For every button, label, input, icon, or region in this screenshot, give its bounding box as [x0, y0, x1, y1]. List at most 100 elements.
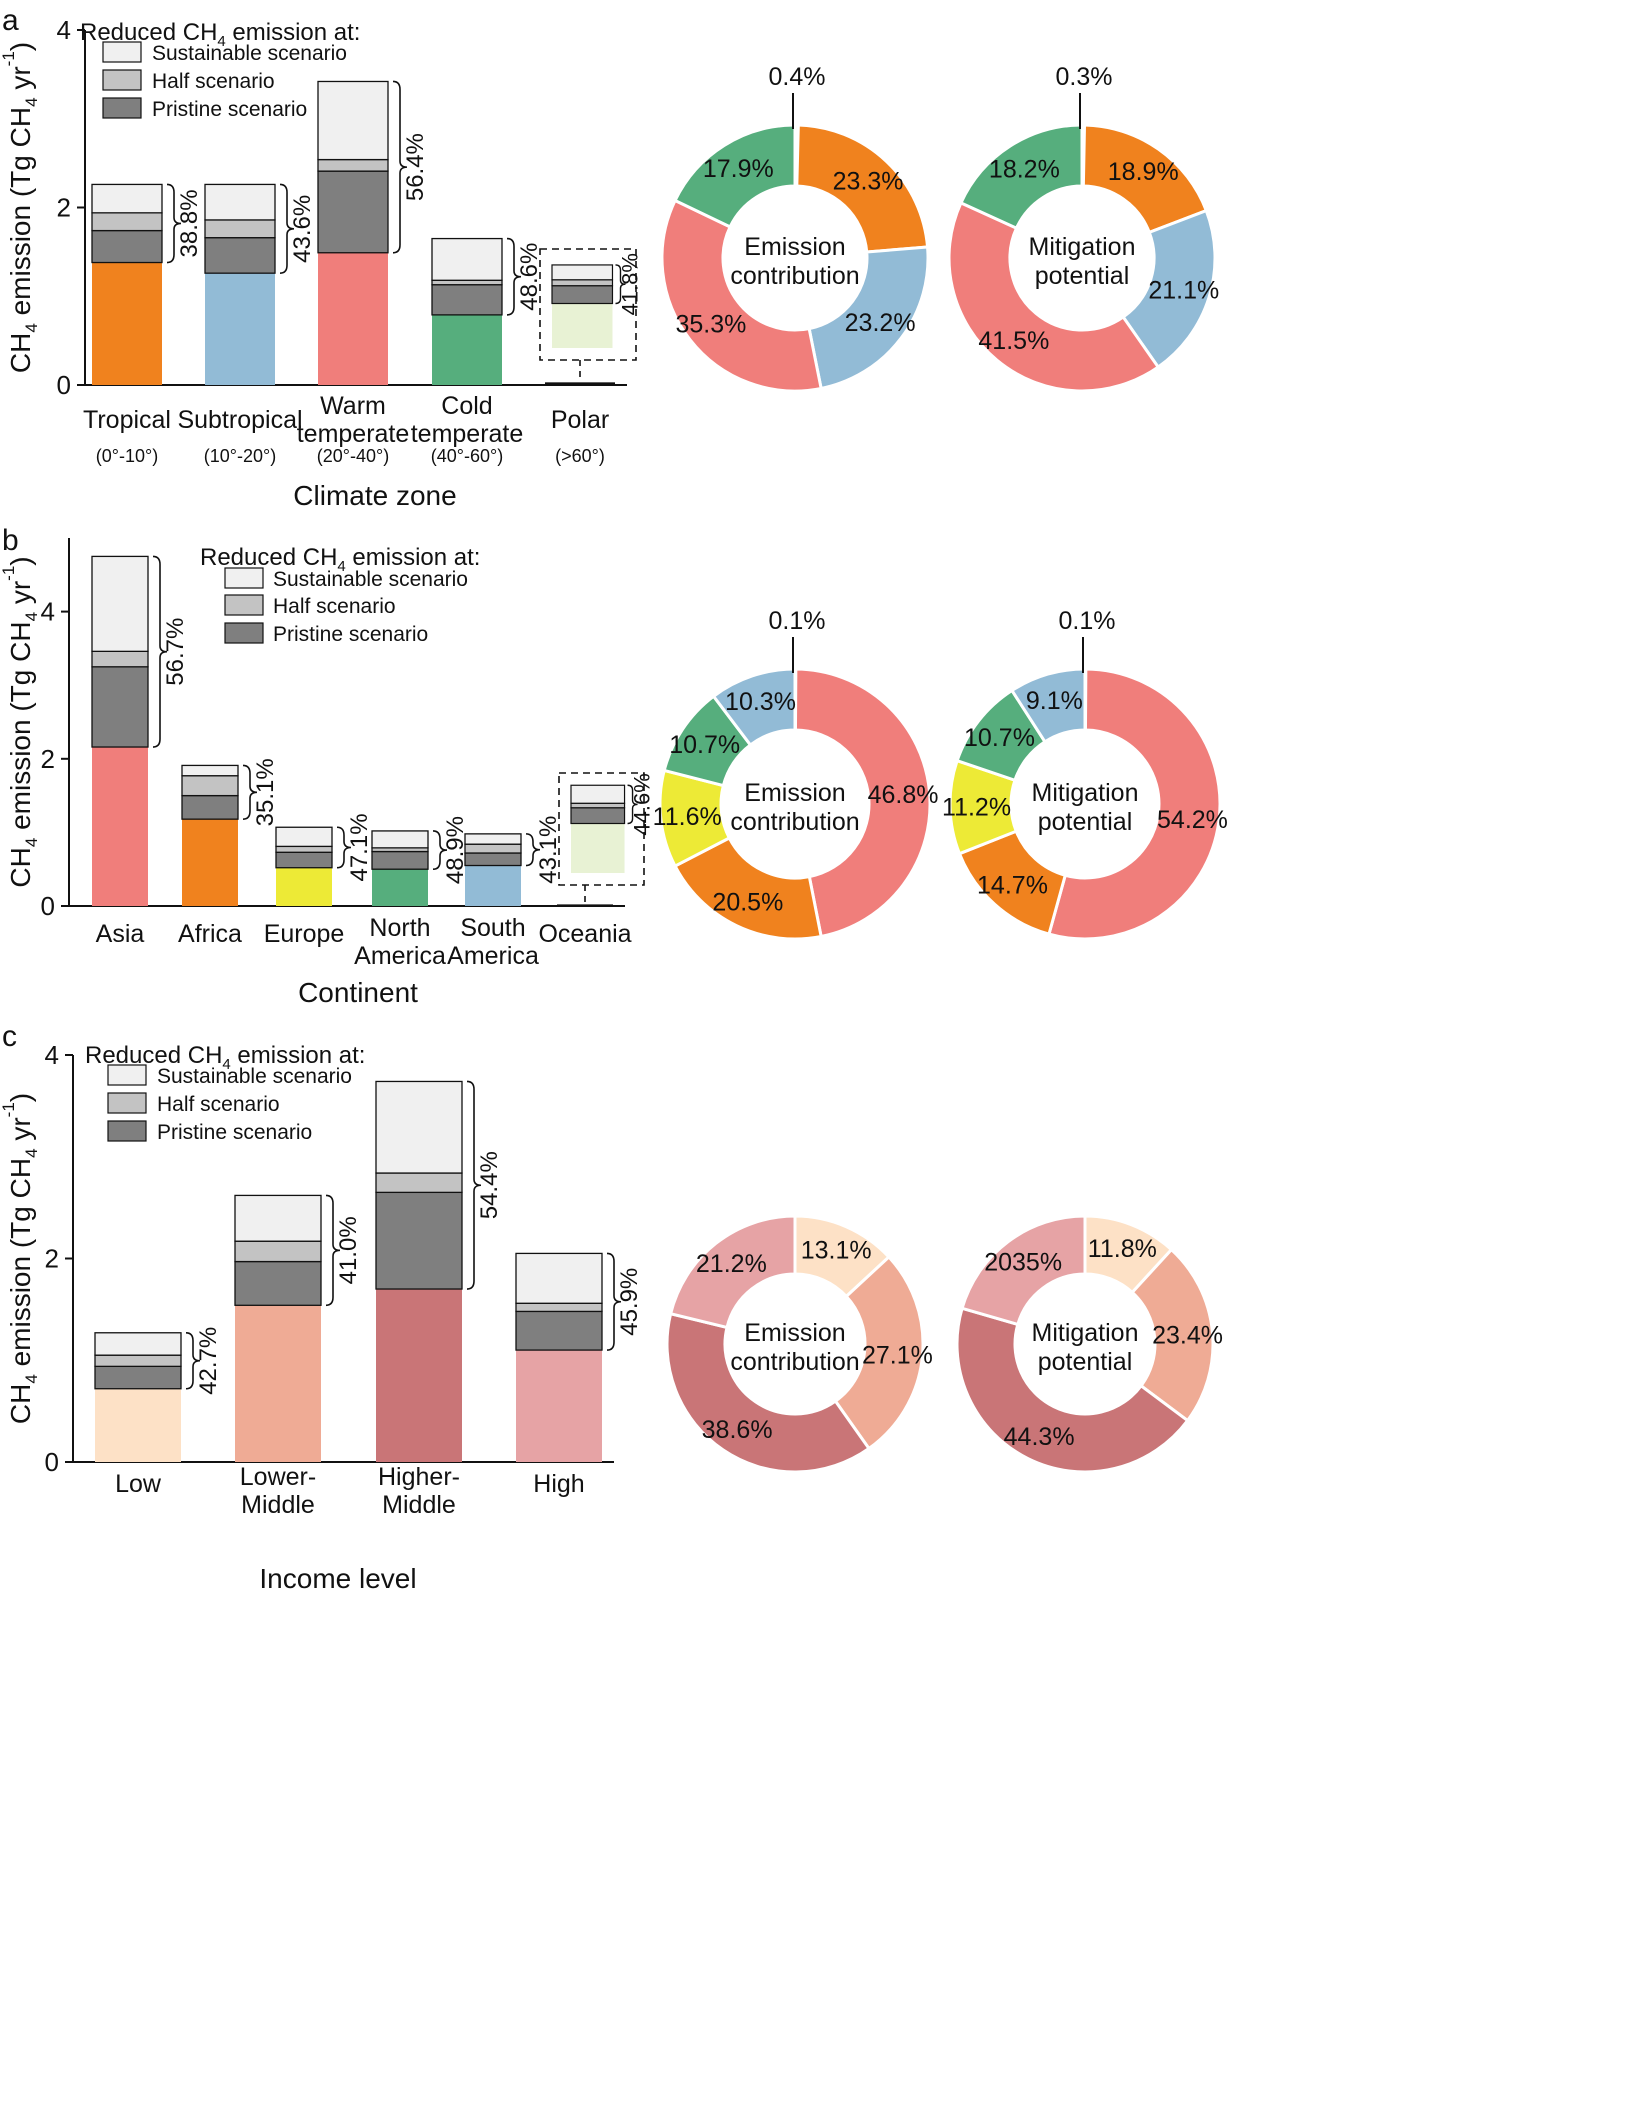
- legend: Reduced CH4 emission at:Sustainable scen…: [80, 19, 360, 121]
- donut-slice: [833, 1254, 925, 1451]
- legend-label: Half scenario: [273, 595, 396, 618]
- bar-layer-sustainable: [91, 183, 163, 214]
- bar-group-higher-middle: 54.4% Higher-Middle: [375, 1080, 503, 1519]
- bar-base: [205, 273, 275, 385]
- x-axis-label: Continent: [298, 977, 418, 1008]
- donut-slice: [807, 245, 930, 391]
- bar-layer-half: [515, 1302, 603, 1313]
- legend-swatch-pristine: [107, 1120, 147, 1142]
- bar-percent-label: 56.7%: [162, 618, 189, 686]
- y-tick-label: 4: [41, 597, 55, 627]
- x-category-label: Low: [115, 1470, 162, 1498]
- donut-slice: [711, 667, 797, 748]
- donut-center-title: contribution: [730, 262, 859, 290]
- y-axis-label-part: yr: [5, 66, 36, 97]
- y-axis-label-part: -1: [0, 566, 18, 581]
- legend-title-sub: 4: [217, 33, 225, 50]
- bar-group-tropical: 38.8% Tropical (0°-10°): [83, 183, 203, 466]
- legend-title: Reduced CH4 emission at:: [80, 19, 360, 50]
- panel-letter: b: [2, 524, 19, 557]
- donut-slice: [660, 198, 823, 393]
- y-axis-label-part: -1: [0, 51, 18, 66]
- inset-box: [558, 772, 645, 886]
- bar-group-africa: 35.1% Africa: [178, 758, 279, 948]
- bar-layer-pristine: [91, 229, 163, 264]
- donut-slice-label: 41.5%: [978, 327, 1049, 355]
- bar-layer-half: [317, 158, 389, 172]
- x-category-label: America: [354, 942, 446, 970]
- legend-label: Sustainable scenario: [152, 42, 347, 65]
- donut-slice: [1009, 667, 1087, 744]
- legend-swatch-sustainable: [224, 567, 264, 589]
- donut-slice: [958, 123, 1084, 231]
- y-axis-label-part: ): [5, 556, 36, 565]
- y-axis-label-part: ): [5, 42, 36, 51]
- x-category-label: Asia: [96, 920, 145, 948]
- bar-layer-pristine: [317, 170, 389, 254]
- y-axis-label-part: CH: [5, 333, 36, 373]
- bar-percent-label: 54.4%: [476, 1151, 503, 1219]
- bar-percent-label: 56.4%: [402, 133, 429, 201]
- y-axis-label-part: 4: [22, 323, 41, 332]
- x-category-label: Subtropical: [177, 406, 302, 434]
- bar-percent-label: 43.6%: [289, 195, 316, 263]
- donut-slice-label: 17.9%: [703, 155, 774, 183]
- donut-center-title: Mitigation: [1032, 1319, 1139, 1347]
- donut-slice: [960, 1214, 1087, 1327]
- y-tick-label: 4: [57, 15, 71, 45]
- bar-percent-label: 41.8%: [617, 253, 642, 315]
- legend-swatch-half: [107, 1092, 147, 1114]
- bar-layer-sustainable: [375, 1080, 463, 1174]
- bar-brace: [166, 183, 182, 264]
- bar-layer-sustainable: [181, 764, 239, 777]
- legend-title-text: emission at:: [231, 1042, 366, 1069]
- donut-slice-label: 35.3%: [675, 310, 746, 338]
- bar-group-asia: 56.7% Asia: [91, 555, 189, 948]
- bar-base: [92, 747, 148, 906]
- x-category-label: Warm: [320, 392, 386, 420]
- y-axis-label-part: emission (Tg CH: [5, 621, 36, 837]
- y-axis-label-part: ): [5, 1093, 36, 1102]
- bar-brace: [432, 830, 448, 870]
- bar-percent-label: 38.8%: [176, 189, 203, 257]
- x-category-sublabel: (10°-20°): [204, 446, 276, 466]
- donut-slice: [1047, 667, 1222, 941]
- bar-layer-half: [91, 650, 149, 668]
- y-axis-label: CH4 emission (Tg CH4 yr-1): [0, 556, 41, 887]
- inset-bar-layer-sustainable: [570, 784, 626, 804]
- bar-layer-pristine: [371, 850, 429, 870]
- donut-slice-label: 23.4%: [1152, 1321, 1223, 1349]
- bar-layer-half: [181, 775, 239, 797]
- y-tick-label: 2: [45, 1244, 59, 1274]
- bar-base: [276, 867, 332, 906]
- inset-bar-layer-half: [570, 802, 626, 809]
- bar-layer-pristine: [94, 1365, 182, 1390]
- x-category-sublabel: (40°-60°): [431, 446, 503, 466]
- bar-layer-pristine: [515, 1310, 603, 1351]
- y-axis-label-part: 4: [22, 1374, 41, 1383]
- bar-layer-half: [375, 1172, 463, 1194]
- bar-base: [465, 865, 521, 906]
- donut-center-title: Mitigation: [1032, 779, 1139, 807]
- legend-title: Reduced CH4 emission at:: [200, 544, 480, 575]
- inset-bar-base: [552, 303, 613, 348]
- donut-slice: [673, 123, 797, 229]
- legend-title-text: Reduced CH: [200, 544, 337, 571]
- legend-swatch-pristine: [224, 622, 264, 644]
- bar-layer-sustainable: [204, 183, 276, 221]
- donut-slice: [665, 1311, 872, 1474]
- bar-layer-pristine: [91, 666, 149, 748]
- donut-center-title: contribution: [730, 808, 859, 836]
- y-tick-label: 0: [41, 891, 55, 921]
- inset-bar-layer-pristine: [570, 807, 626, 825]
- donut-slice: [947, 200, 1161, 393]
- bar-group-low: 42.7% Low: [94, 1327, 222, 1498]
- bar-layer-sustainable: [94, 1332, 182, 1356]
- y-tick-label: 0: [45, 1447, 59, 1477]
- x-category-label: temperate: [297, 420, 410, 448]
- bar-layer-pristine: [275, 851, 333, 869]
